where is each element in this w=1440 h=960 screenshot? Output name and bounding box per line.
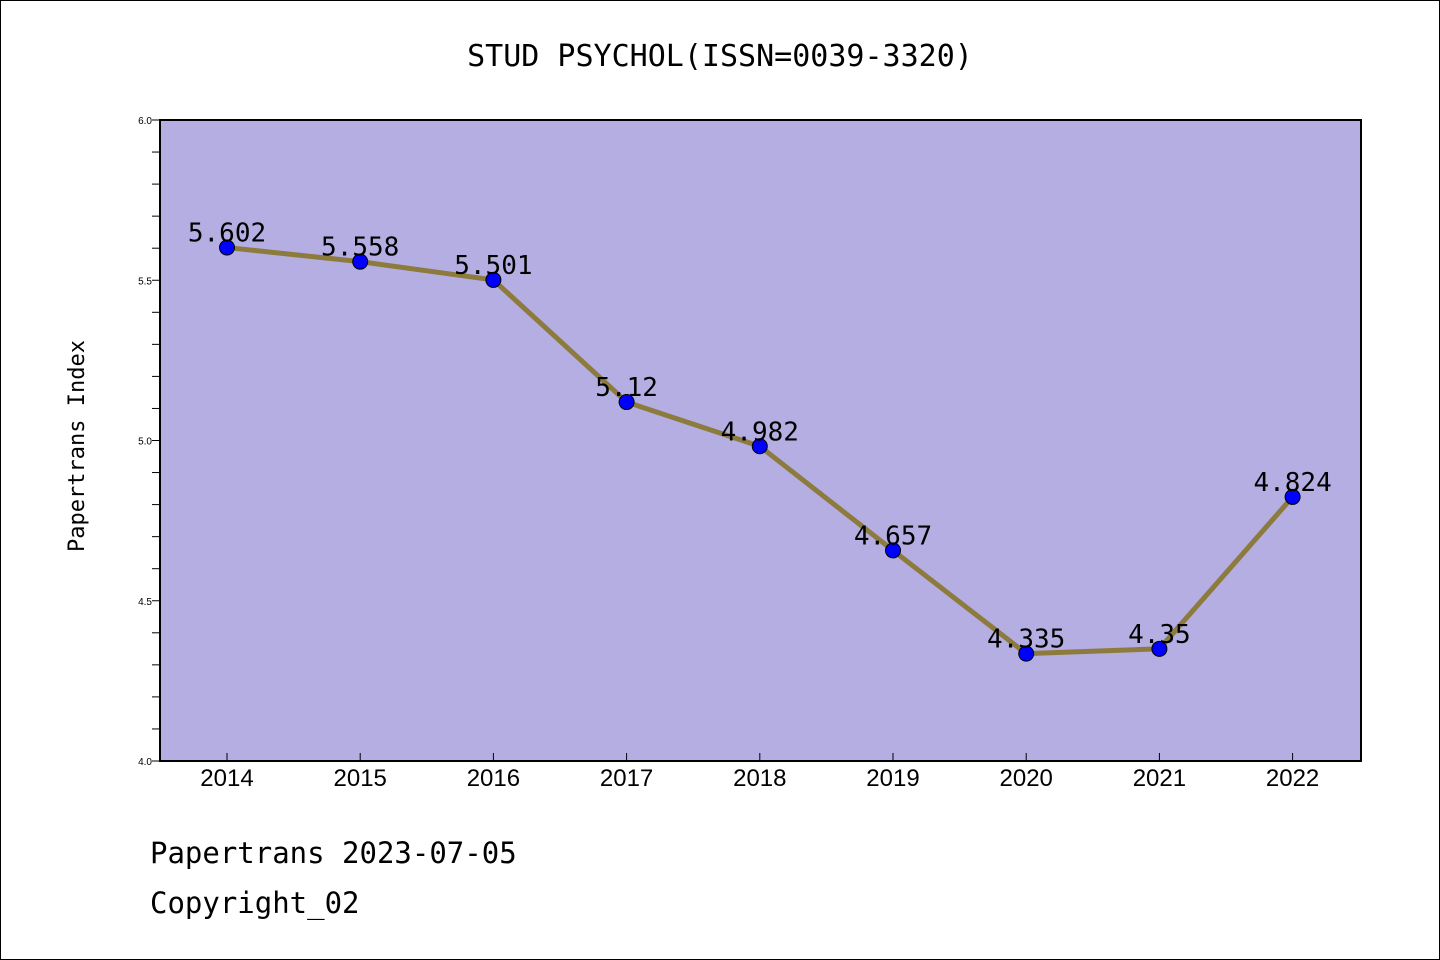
data-label: 5.558 bbox=[321, 233, 399, 263]
data-point bbox=[1284, 488, 1301, 505]
data-label: 4.824 bbox=[1253, 468, 1331, 498]
data-label: 4.335 bbox=[987, 625, 1065, 655]
x-tick-label: 2021 bbox=[1133, 765, 1186, 792]
data-point bbox=[352, 253, 369, 270]
x-tick-label: 2014 bbox=[200, 765, 253, 792]
data-label: 4.657 bbox=[854, 521, 932, 551]
y-tick-label: 5.5 bbox=[138, 276, 152, 287]
y-axis-ticks: 4.0 4.5 5.0 5.5 6.0 bbox=[138, 116, 160, 768]
data-labels: 5.602 5.558 5.501 5.12 4.982 4.657 4.335 4.35 4.… bbox=[188, 219, 1332, 655]
x-tick-label: 2018 bbox=[733, 765, 786, 792]
y-tick-label: 4.5 bbox=[138, 597, 152, 608]
data-label: 4.982 bbox=[721, 417, 799, 447]
x-tick-label: 2020 bbox=[1000, 765, 1053, 792]
data-label: 5.602 bbox=[188, 219, 266, 249]
y-axis-label: Papertrans Index bbox=[65, 340, 90, 552]
chart-title: STUD PSYCHOL(ISSN=0039-3320) bbox=[467, 39, 973, 74]
data-label: 5.12 bbox=[595, 373, 658, 403]
data-point bbox=[751, 438, 768, 455]
x-axis-ticks: 2014 2015 2016 2017 2018 2019 2020 2021 2022 bbox=[200, 753, 1319, 792]
data-label: 4.35 bbox=[1128, 620, 1191, 650]
y-tick-label: 5.0 bbox=[138, 437, 152, 448]
footer-date: Papertrans 2023-07-05 bbox=[150, 836, 517, 870]
x-tick-label: 2022 bbox=[1266, 765, 1319, 792]
data-point bbox=[885, 542, 901, 559]
data-markers bbox=[219, 239, 1301, 662]
data-point bbox=[1018, 645, 1035, 662]
data-point bbox=[485, 271, 502, 288]
data-label: 5.501 bbox=[454, 251, 532, 281]
x-tick-label: 2016 bbox=[467, 765, 520, 792]
data-point bbox=[618, 394, 635, 411]
data-point bbox=[219, 239, 235, 256]
y-tick-label: 4.0 bbox=[138, 757, 152, 768]
x-tick-label: 2017 bbox=[600, 765, 653, 792]
footer-copyright: Copyright_02 bbox=[150, 886, 360, 920]
data-point bbox=[1151, 640, 1168, 657]
x-tick-label: 2019 bbox=[866, 765, 919, 792]
x-tick-label: 2015 bbox=[334, 765, 387, 792]
y-tick-label: 6.0 bbox=[138, 116, 152, 127]
